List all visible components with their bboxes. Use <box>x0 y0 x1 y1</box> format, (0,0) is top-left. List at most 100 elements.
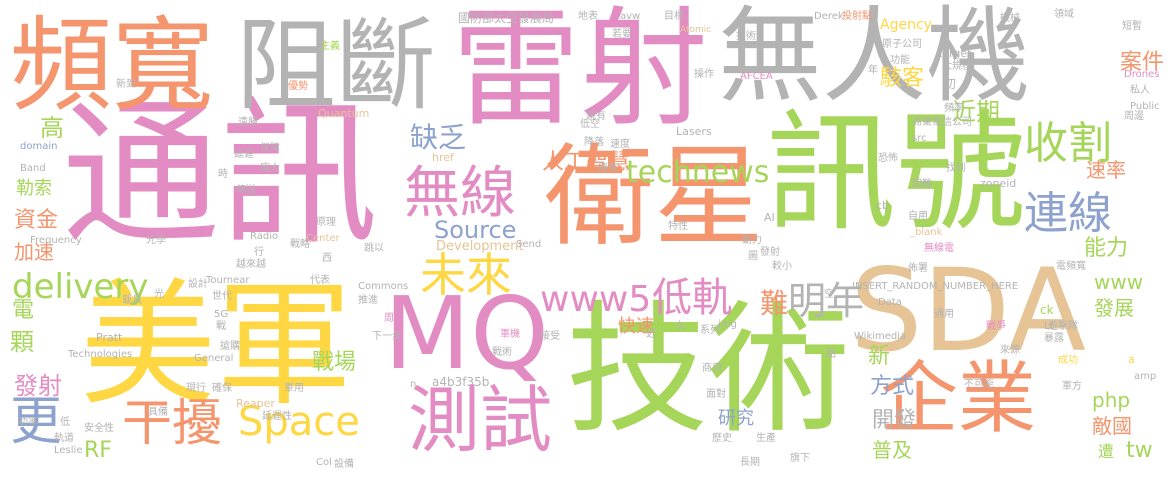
word-puji: 普及 <box>872 438 912 462</box>
word-col: Col <box>316 457 332 468</box>
word-zijin: 資金 <box>14 208 59 233</box>
word-nengli: 能力 <box>1084 236 1129 261</box>
word-jiye: 機械 <box>1000 13 1020 24</box>
word-daibiao: 代表 <box>310 275 330 286</box>
word-shangye: 商業電信公司 <box>912 117 972 128</box>
word-qixia: 旗下 <box>790 453 810 464</box>
word-guang: 光 <box>154 289 164 300</box>
word-lingyu: 領域 <box>1054 9 1074 20</box>
word-jiyi: 技術 <box>736 31 756 42</box>
word-agency: Agency <box>880 17 932 33</box>
word-technologies: Technologies <box>68 349 133 360</box>
word-diguo: 敵國 <box>1092 414 1132 438</box>
word-weixing: 衛星 <box>544 133 764 261</box>
word-dian2: 點 <box>826 349 836 360</box>
word-shebei: 設備 <box>334 459 354 470</box>
word-wikimedia: Wikimedia <box>854 331 907 342</box>
word-tongyong: 通用 <box>934 309 954 320</box>
word-zhuyi: 主義 <box>320 41 340 52</box>
word-atomic: Atomic <box>680 25 712 35</box>
word-chuchao: 越來越 <box>236 259 266 270</box>
word-zhanshu: 戰術 <box>492 347 512 358</box>
word-a: a <box>1128 353 1135 366</box>
word-fazhan: 發展 <box>1094 296 1134 320</box>
word-cb: cb <box>876 199 890 212</box>
word-lasers: Lasers <box>676 125 712 138</box>
word-www: www <box>1094 270 1144 294</box>
word-weilai: 未來 <box>420 248 512 302</box>
word-gongneng: 功能 <box>890 55 910 66</box>
word-caozuo: 操作 <box>694 69 714 80</box>
word-dianpinkuan: 電頻寬 <box>1056 261 1086 272</box>
word-sudu: 速度 <box>610 139 630 150</box>
word-drones: Drones <box>1124 69 1160 80</box>
word-ditu: 地表 <box>578 11 598 22</box>
word-jinqi: 近期 <box>952 98 1000 126</box>
word-a4b: a4b3f35b <box>432 375 490 389</box>
word-tuikan: 推進 <box>358 295 378 306</box>
word-zhoubian: 周邊 <box>1124 111 1144 122</box>
word-meijun: 美軍 <box>80 267 352 425</box>
word-leishe: 雷射 <box>452 0 709 144</box>
word-shangyong: 商用 <box>702 363 722 374</box>
word-quefa: 缺乏 <box>410 121 467 154</box>
word-zoneid: zoneid <box>980 177 1017 190</box>
word-shengchan: 生產 <box>756 433 776 444</box>
word-lt: Lt <box>1044 321 1054 332</box>
word-ziyong: 自用 <box>908 211 928 222</box>
word-tongxun: 通訊 <box>62 83 378 267</box>
word-amp: amp <box>1134 371 1157 382</box>
word-kongzhi: 空 <box>824 289 834 300</box>
word-xin: 新 <box>868 344 891 369</box>
word-sili: 私人 <box>1130 85 1150 96</box>
word-kongbu: 恐怖 <box>878 153 898 164</box>
word-zhanlue: 戰略 <box>290 239 310 250</box>
word-dikong: 低空 <box>580 119 600 130</box>
word-technews: technews <box>626 155 770 190</box>
word-n: n <box>410 379 417 390</box>
word-youshi: 優勢 <box>288 81 308 92</box>
word-pinlv: 頻率 <box>944 103 964 114</box>
word-ceshi: 測試 <box>408 378 553 462</box>
word-guangxue: 光學 <box>146 235 166 246</box>
word-quantum: Quantum <box>318 107 370 120</box>
word-sda: SDA <box>850 244 1087 377</box>
word-mq: MQ <box>384 275 549 392</box>
word-shi: 時 <box>218 169 228 180</box>
word-mubiao: 目標 <box>664 11 684 22</box>
word-zaiju: 載具 <box>122 295 142 306</box>
word-data: Data <box>878 297 902 308</box>
word-img: img <box>718 319 737 330</box>
word-xiao: 較小 <box>772 261 792 272</box>
word-geng: 更 <box>10 392 63 452</box>
word-xianxing: 現行 <box>186 383 206 394</box>
word-yaosai: 遊擊隊 <box>1048 321 1078 332</box>
word-blank: _blank <box>910 227 943 238</box>
word-ganrao: 干擾 <box>122 394 222 452</box>
word-yanjiu: 研究 <box>718 408 754 429</box>
word-source: Source <box>434 216 517 244</box>
word-zhaodao: 找到 <box>946 163 966 174</box>
word-baolu: 暴露 <box>1044 333 1064 344</box>
word-dianyi: 跳以 <box>364 243 384 254</box>
word-rf: RF <box>84 438 112 463</box>
word-radio: Radio <box>250 231 279 242</box>
word-jiasu: 加速 <box>14 240 54 264</box>
word-zhaoyao: 搶購 <box>220 341 240 352</box>
word-yuanli: 原理 <box>316 217 336 228</box>
word-bukeneng: 不可能 <box>964 379 994 390</box>
word-tournear: Tournear <box>206 275 250 286</box>
word-dian: 電 <box>12 298 35 323</box>
word-ruo: 若要 <box>612 29 632 40</box>
word-band: Band <box>20 163 46 174</box>
word-jiangluo: 降落 <box>584 137 604 148</box>
word-yongyou: 擁有 <box>598 163 618 174</box>
word-reaper: Reaper <box>236 397 275 410</box>
word-mingnian: 明年 <box>788 279 865 323</box>
word-hang: 行 <box>254 247 264 258</box>
word-jiu: 久 <box>676 321 686 332</box>
word-fazhang: 發射 <box>760 247 780 258</box>
word-target: target <box>938 47 972 60</box>
word-daxing: 大規模 <box>942 61 972 72</box>
